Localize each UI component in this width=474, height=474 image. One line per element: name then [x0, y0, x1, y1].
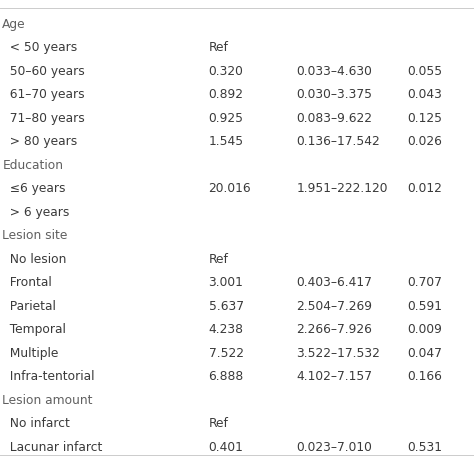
Text: 3.001: 3.001 — [209, 276, 244, 290]
Text: 20.016: 20.016 — [209, 182, 251, 195]
Text: Multiple: Multiple — [2, 347, 59, 360]
Text: 0.030–3.375: 0.030–3.375 — [296, 89, 372, 101]
Text: > 6 years: > 6 years — [2, 206, 70, 219]
Text: 4.238: 4.238 — [209, 323, 244, 337]
Text: Ref: Ref — [209, 253, 228, 266]
Text: 0.531: 0.531 — [408, 441, 443, 454]
Text: 0.925: 0.925 — [209, 112, 244, 125]
Text: 61–70 years: 61–70 years — [2, 89, 85, 101]
Text: Frontal: Frontal — [2, 276, 52, 290]
Text: 0.083–9.622: 0.083–9.622 — [296, 112, 372, 125]
Text: 2.504–7.269: 2.504–7.269 — [296, 300, 372, 313]
Text: 0.047: 0.047 — [408, 347, 443, 360]
Text: Temporal: Temporal — [2, 323, 66, 337]
Text: No lesion: No lesion — [2, 253, 67, 266]
Text: Lesion site: Lesion site — [2, 229, 68, 243]
Text: Ref: Ref — [209, 42, 228, 55]
Text: 0.043: 0.043 — [408, 89, 443, 101]
Text: 0.125: 0.125 — [408, 112, 443, 125]
Text: 0.009: 0.009 — [408, 323, 443, 337]
Text: 0.026: 0.026 — [408, 136, 443, 148]
Text: 50–60 years: 50–60 years — [2, 65, 85, 78]
Text: 0.166: 0.166 — [408, 371, 443, 383]
Text: 71–80 years: 71–80 years — [2, 112, 85, 125]
Text: 3.522–17.532: 3.522–17.532 — [296, 347, 380, 360]
Text: 0.033–4.630: 0.033–4.630 — [296, 65, 372, 78]
Text: ≤6 years: ≤6 years — [2, 182, 66, 195]
Text: 0.055: 0.055 — [408, 65, 443, 78]
Text: 0.707: 0.707 — [408, 276, 443, 290]
Text: 4.102–7.157: 4.102–7.157 — [296, 371, 372, 383]
Text: > 80 years: > 80 years — [2, 136, 78, 148]
Text: 2.266–7.926: 2.266–7.926 — [296, 323, 372, 337]
Text: 1.545: 1.545 — [209, 136, 244, 148]
Text: Age: Age — [2, 18, 26, 31]
Text: Lesion amount: Lesion amount — [2, 394, 93, 407]
Text: 0.023–7.010: 0.023–7.010 — [296, 441, 372, 454]
Text: 0.591: 0.591 — [408, 300, 443, 313]
Text: Parietal: Parietal — [2, 300, 56, 313]
Text: Lacunar infarct: Lacunar infarct — [2, 441, 103, 454]
Text: 7.522: 7.522 — [209, 347, 244, 360]
Text: Education: Education — [2, 159, 64, 172]
Text: < 50 years: < 50 years — [2, 42, 78, 55]
Text: 0.401: 0.401 — [209, 441, 244, 454]
Text: Ref: Ref — [209, 418, 228, 430]
Text: No infarct: No infarct — [2, 418, 70, 430]
Text: 0.320: 0.320 — [209, 65, 244, 78]
Text: Infra-tentorial: Infra-tentorial — [2, 371, 95, 383]
Text: 1.951–222.120: 1.951–222.120 — [296, 182, 388, 195]
Text: 0.403–6.417: 0.403–6.417 — [296, 276, 372, 290]
Text: 5.637: 5.637 — [209, 300, 244, 313]
Text: 0.136–17.542: 0.136–17.542 — [296, 136, 380, 148]
Text: 0.012: 0.012 — [408, 182, 443, 195]
Text: 0.892: 0.892 — [209, 89, 244, 101]
Text: 6.888: 6.888 — [209, 371, 244, 383]
